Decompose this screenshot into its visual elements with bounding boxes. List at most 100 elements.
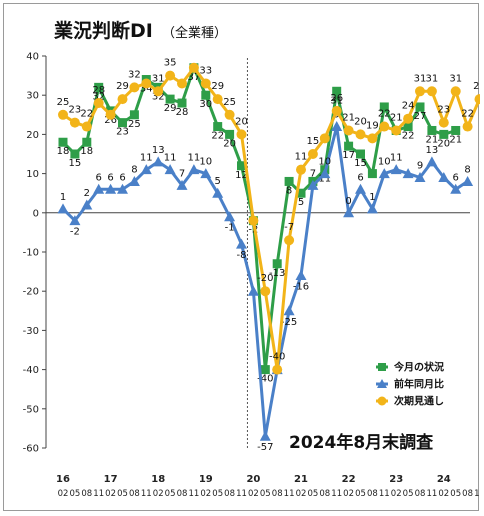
data-point-square bbox=[344, 141, 354, 151]
data-label: 10 bbox=[318, 157, 331, 168]
data-label: 24 bbox=[402, 101, 415, 112]
data-label: -2 bbox=[248, 225, 258, 236]
data-label: 20 bbox=[235, 116, 248, 127]
x-year-label: 17 bbox=[104, 474, 118, 485]
y-tick-label: -40 bbox=[23, 365, 39, 376]
data-point-circle bbox=[403, 113, 414, 124]
data-label: 32 bbox=[152, 91, 165, 102]
data-point-circle bbox=[426, 86, 437, 97]
data-label: 6 bbox=[107, 172, 113, 183]
data-label: 11 bbox=[318, 174, 331, 185]
data-point-square bbox=[94, 82, 104, 92]
data-label: 17 bbox=[342, 150, 355, 161]
data-point-triangle bbox=[200, 168, 212, 179]
data-label: 11 bbox=[188, 153, 201, 164]
data-label: 6 bbox=[96, 172, 102, 183]
x-month-label: 11 bbox=[379, 489, 390, 499]
data-point-triangle bbox=[117, 183, 128, 194]
data-point-circle bbox=[355, 129, 366, 140]
data-point-triangle bbox=[188, 164, 200, 175]
data-label: 13 bbox=[426, 145, 439, 156]
data-point-triangle bbox=[414, 172, 426, 183]
data-label: 37 bbox=[188, 72, 201, 83]
data-point-triangle bbox=[164, 164, 176, 175]
data-point-triangle bbox=[140, 164, 152, 175]
y-tick-label: 0 bbox=[33, 208, 39, 219]
data-point-triangle bbox=[343, 207, 355, 218]
data-point-circle bbox=[188, 62, 199, 73]
data-point-triangle bbox=[105, 183, 117, 194]
x-month-label: 08 bbox=[81, 489, 92, 499]
x-month-label: 02 bbox=[296, 489, 307, 499]
data-point-square bbox=[118, 118, 127, 128]
data-label: 21 bbox=[449, 134, 462, 145]
data-label: 11 bbox=[390, 153, 403, 164]
chart-svg: 業況判断DI （全業種） 403020100-10-20-30-40-50-60… bbox=[23, 19, 480, 499]
legend-marker-triangle bbox=[377, 379, 387, 388]
x-year-label: 21 bbox=[294, 474, 308, 485]
data-point-square bbox=[356, 149, 365, 159]
data-label: 25 bbox=[128, 119, 141, 130]
data-point-square bbox=[427, 125, 437, 135]
data-label: 22 bbox=[402, 131, 415, 142]
x-month-label: 02 bbox=[105, 489, 116, 499]
data-point-triangle bbox=[212, 187, 224, 198]
data-label: 23 bbox=[69, 105, 82, 116]
data-point-circle bbox=[141, 78, 152, 89]
data-point-circle bbox=[319, 133, 330, 144]
data-point-circle bbox=[379, 121, 390, 132]
data-point-circle bbox=[236, 129, 247, 140]
data-point-circle bbox=[415, 86, 425, 97]
data-label: 35 bbox=[164, 58, 177, 69]
data-label: 8 bbox=[464, 164, 470, 175]
x-month-label: 08 bbox=[177, 489, 188, 499]
data-point-circle bbox=[81, 121, 92, 132]
data-point-triangle bbox=[176, 179, 188, 190]
x-month-label: 02 bbox=[200, 489, 211, 499]
data-point-circle bbox=[307, 149, 318, 159]
data-label: 20 bbox=[437, 138, 450, 149]
x-month-label: 11 bbox=[474, 489, 480, 499]
x-month-label: 11 bbox=[188, 489, 199, 499]
x-month-label: 08 bbox=[462, 489, 473, 499]
data-label: 11 bbox=[164, 153, 177, 164]
y-tick-label: -30 bbox=[23, 326, 39, 337]
data-label: 31 bbox=[449, 73, 462, 84]
y-tick-label: 10 bbox=[26, 169, 39, 180]
data-point-square bbox=[332, 86, 342, 96]
x-month-label: 08 bbox=[272, 489, 283, 499]
data-label: 15 bbox=[307, 136, 320, 147]
data-label: 26 bbox=[330, 93, 343, 104]
data-point-circle bbox=[105, 109, 116, 120]
data-label: 23 bbox=[437, 105, 450, 116]
data-label: 23 bbox=[116, 127, 129, 138]
data-label: 12 bbox=[235, 170, 248, 181]
x-month-label: 02 bbox=[391, 489, 402, 499]
data-label: 6 bbox=[453, 172, 459, 183]
data-label: 20 bbox=[354, 116, 367, 127]
data-point-circle bbox=[260, 286, 271, 297]
data-point-triangle bbox=[462, 175, 474, 186]
data-point-circle bbox=[200, 78, 211, 89]
x-year-label: 18 bbox=[151, 474, 165, 485]
data-label: 29 bbox=[211, 81, 224, 92]
x-year-label: 24 bbox=[437, 474, 451, 485]
data-label: 22 bbox=[461, 109, 474, 120]
legend-marker-square bbox=[378, 363, 386, 371]
data-point-square bbox=[225, 129, 235, 139]
data-point-circle bbox=[343, 125, 354, 136]
data-point-triangle bbox=[295, 270, 307, 281]
x-month-label: 02 bbox=[343, 489, 354, 499]
x-month-label: 11 bbox=[236, 489, 247, 499]
x-year-label: 16 bbox=[56, 474, 70, 485]
data-label: -2 bbox=[70, 227, 80, 238]
data-point-square bbox=[129, 110, 139, 120]
x-month-label: 05 bbox=[165, 489, 176, 499]
data-point-circle bbox=[474, 94, 480, 105]
data-point-circle bbox=[248, 215, 259, 226]
data-point-square bbox=[403, 122, 413, 132]
data-point-circle bbox=[462, 121, 473, 132]
data-label: 34 bbox=[140, 84, 153, 95]
x-month-label: 02 bbox=[153, 489, 164, 499]
data-point-triangle bbox=[426, 156, 438, 167]
